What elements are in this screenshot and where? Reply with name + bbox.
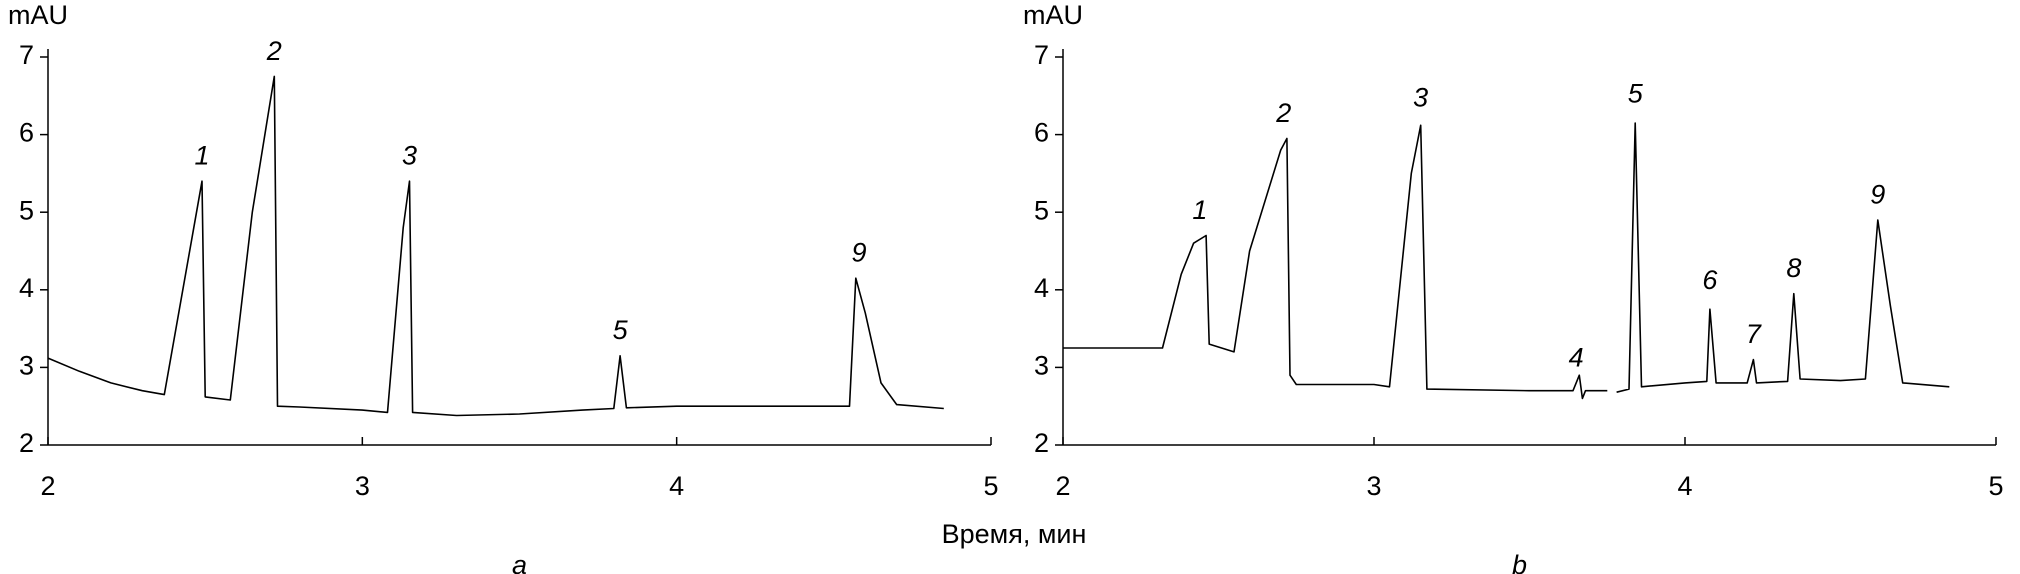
peak-label: 2 (1275, 98, 1291, 128)
y-tick-label: 6 (19, 118, 34, 148)
y-tick-label: 7 (19, 40, 34, 70)
y-tick-label: 3 (19, 351, 34, 381)
trace (47, 75, 944, 417)
x-tick-label: 5 (983, 471, 998, 501)
peak-label: 3 (1413, 82, 1428, 112)
peak-label: 9 (1870, 179, 1885, 209)
y-tick-label: 3 (1034, 351, 1049, 381)
peak-label: 3 (402, 141, 417, 171)
peak-label: 1 (195, 141, 210, 171)
peak-label: 4 (1569, 342, 1584, 372)
peak-label: 9 (851, 238, 866, 268)
panel-label: b (1512, 550, 1527, 574)
x-tick-label: 3 (355, 471, 370, 501)
y-tick-label: 7 (1034, 40, 1049, 70)
y-tick-label: 2 (19, 428, 34, 458)
x-tick-label: 2 (40, 471, 55, 501)
peak-label: 5 (613, 315, 629, 345)
peak-label: 7 (1746, 319, 1762, 349)
peak-label: 8 (1786, 253, 1801, 283)
y-tick-label: 5 (1034, 195, 1049, 225)
peak-label: 5 (1628, 79, 1644, 109)
y-axis-label: mAU (1023, 0, 1083, 30)
panel: mAU 2 3 4 5 6 7 2 3 4 5 a 1 2 3 5 9 (8, 0, 999, 574)
peak-label: 2 (266, 36, 282, 66)
x-tick-label: 3 (1366, 471, 1381, 501)
trace (1063, 122, 1950, 400)
y-tick-label: 6 (1034, 118, 1049, 148)
y-axis-label: mAU (8, 0, 68, 30)
x-tick-label: 5 (1988, 471, 2003, 501)
y-tick-label: 4 (1034, 273, 1049, 303)
x-tick-label: 4 (669, 471, 684, 501)
peak-label: 1 (1192, 195, 1207, 225)
x-tick-label: 2 (1055, 471, 1070, 501)
y-tick-label: 2 (1034, 428, 1049, 458)
panel-label: a (512, 550, 527, 574)
x-tick-label: 4 (1677, 471, 1692, 501)
y-tick-label: 4 (19, 273, 34, 303)
x-axis-label: Время, мин (942, 519, 1087, 549)
peak-label: 6 (1702, 265, 1718, 295)
y-tick-label: 5 (19, 195, 34, 225)
